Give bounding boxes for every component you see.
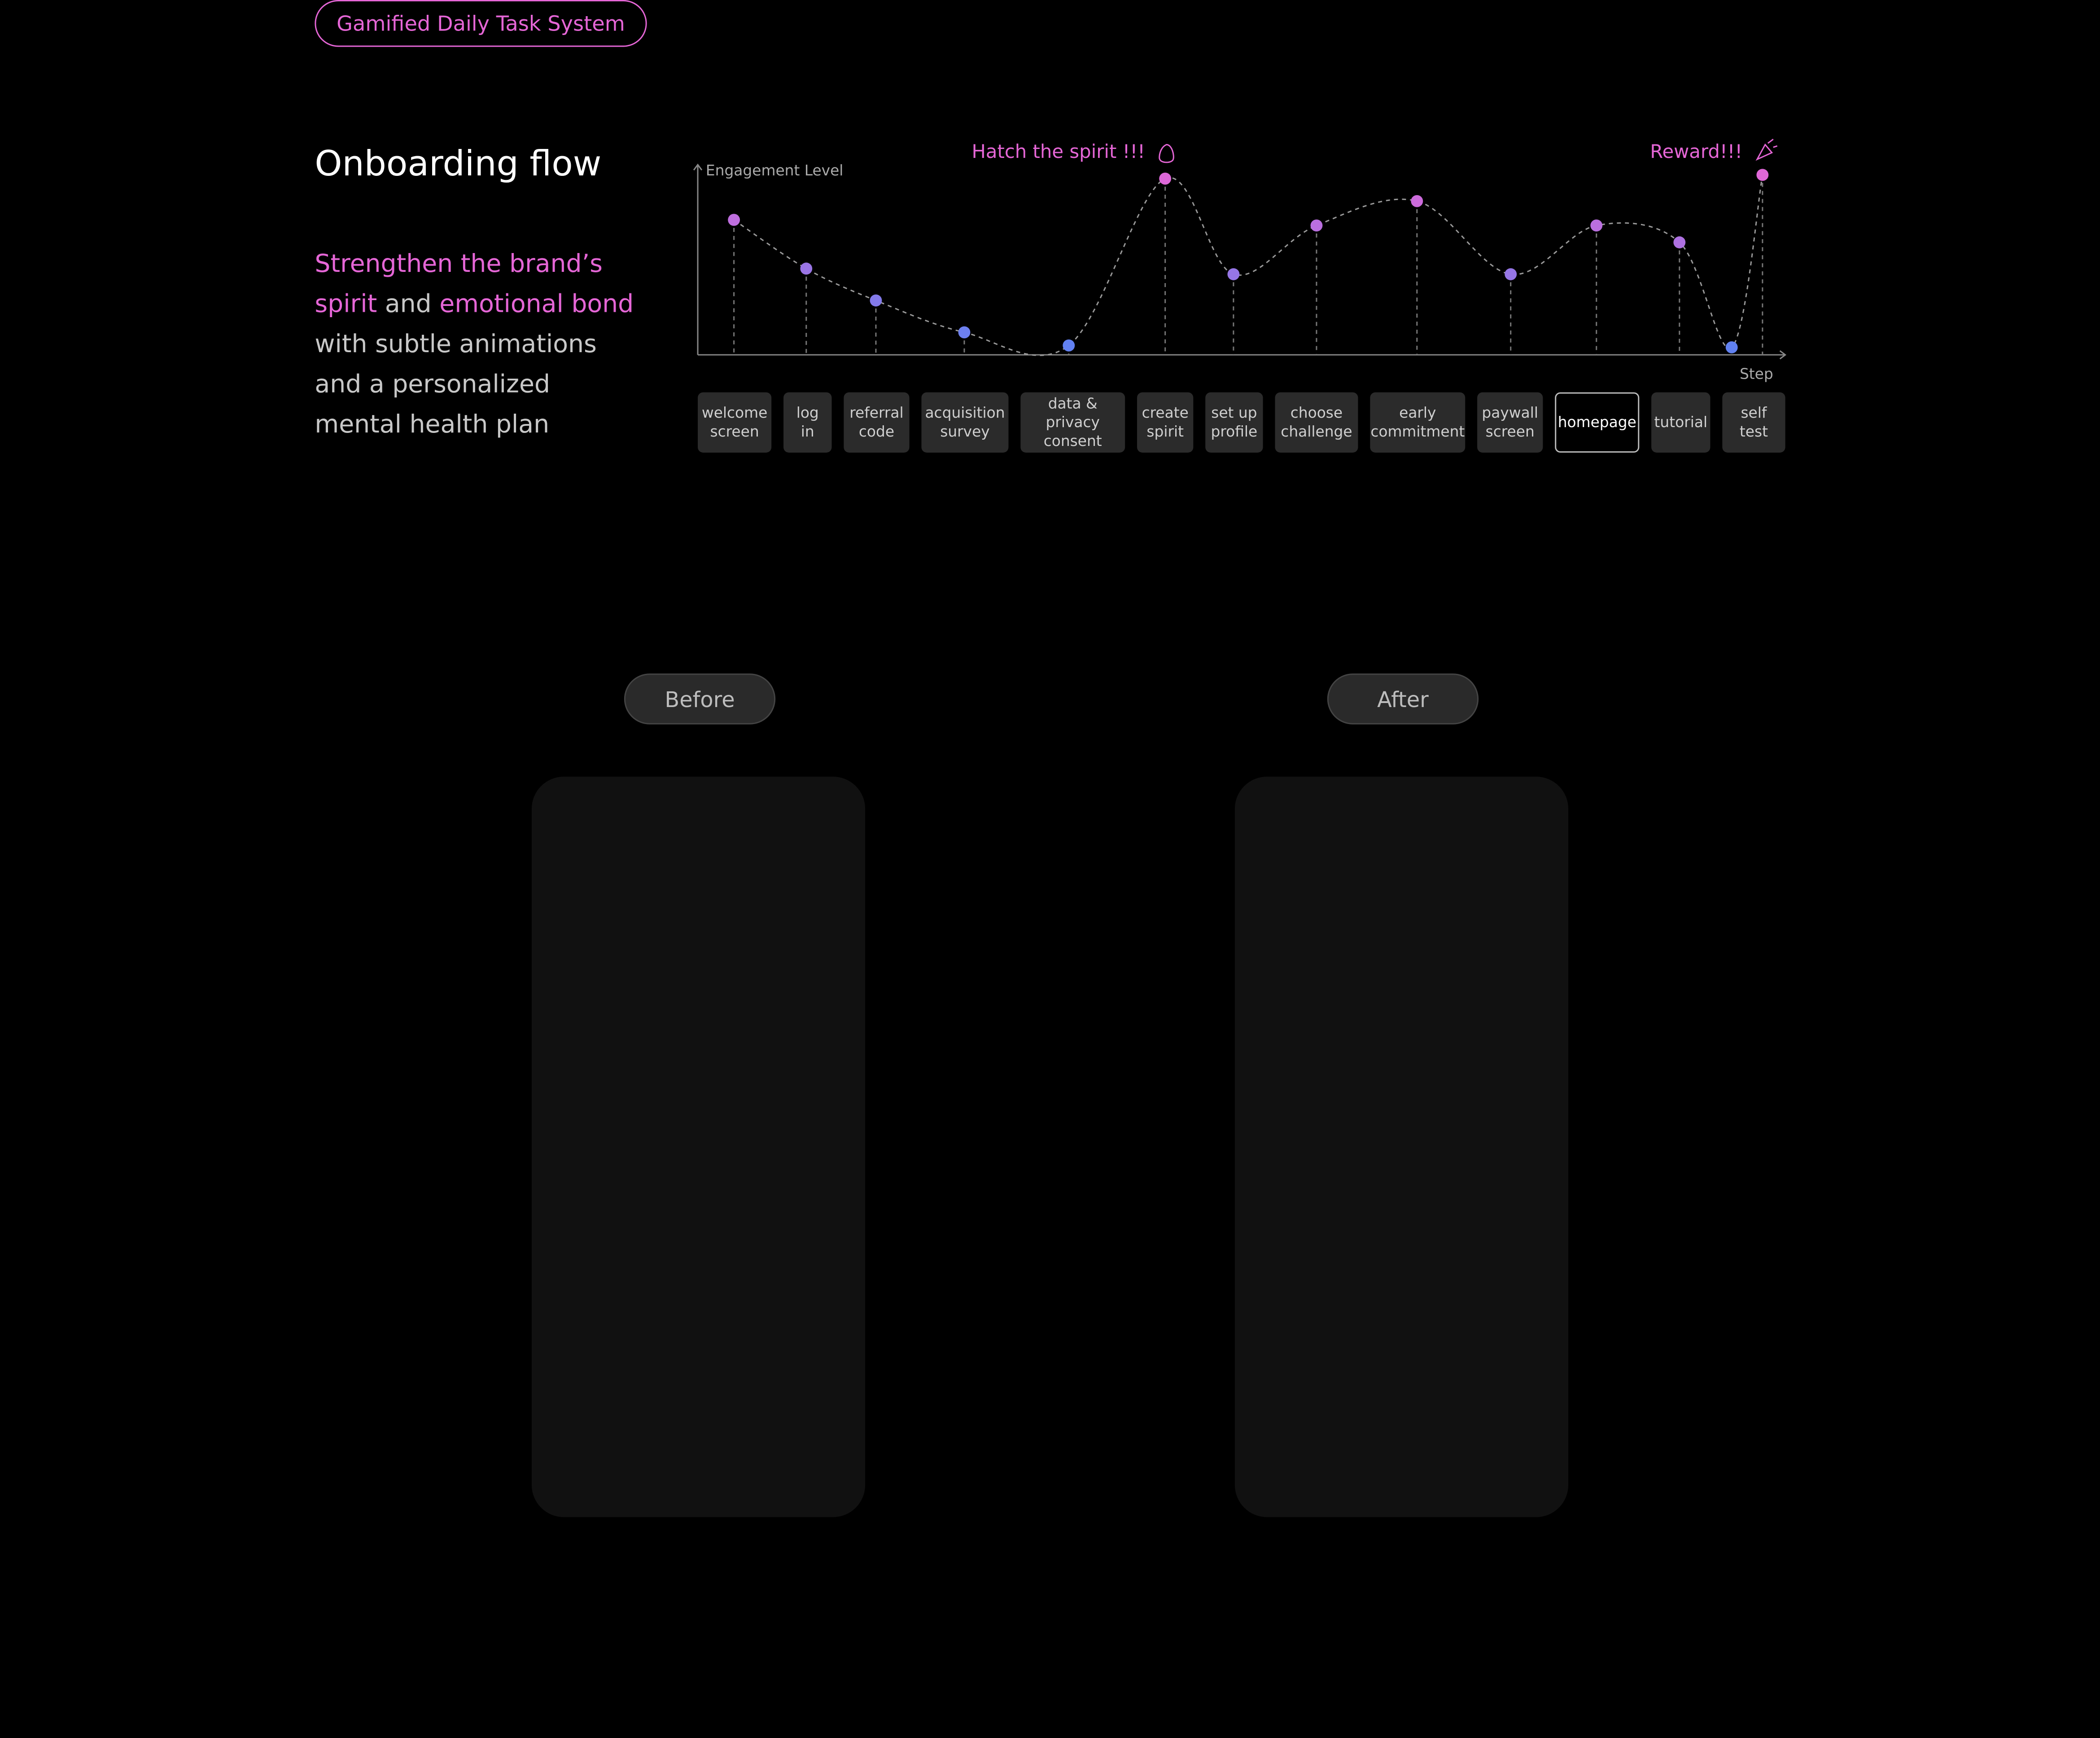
accent-text: Strengthen the brand’s spirit	[315, 250, 603, 319]
description: Strengthen the brand’s spirit and emotio…	[315, 245, 643, 446]
data-point	[1673, 236, 1686, 249]
step-chip: referral code	[844, 392, 910, 453]
body-text: and	[377, 290, 440, 319]
project-tag: Gamified Daily Task System	[315, 0, 647, 47]
step-chip: create spirit	[1137, 392, 1194, 453]
party-icon	[1755, 139, 1778, 161]
y-axis-label: Engagement Level	[706, 162, 843, 179]
data-point	[1159, 172, 1172, 185]
step-chip: paywall screen	[1477, 392, 1543, 453]
step-chip: homepage	[1555, 392, 1640, 453]
data-point	[1725, 341, 1738, 354]
step-chip: log in	[783, 392, 832, 453]
egg	[1159, 144, 1174, 163]
x-axis-label: Step	[1740, 366, 1773, 383]
data-point	[728, 214, 740, 226]
after-screen	[1234, 777, 1569, 1517]
body-text: with subtle animations and a personalize…	[315, 331, 597, 439]
x-arrow	[1779, 350, 1787, 360]
engagement-curve	[733, 175, 1763, 356]
step-chip: welcome screen	[698, 392, 772, 453]
annotation: Hatch the spirit !!!	[971, 140, 1145, 162]
step-chip: acquisition survey	[921, 392, 1009, 453]
data-point	[1310, 219, 1323, 232]
data-point	[1756, 169, 1769, 181]
before-screen	[531, 777, 866, 1517]
after-label: After	[1327, 673, 1479, 725]
step-chip: choose challenge	[1275, 392, 1358, 453]
before-label: Before	[624, 673, 776, 725]
data-point	[1227, 268, 1240, 280]
section-title: Onboarding flow	[315, 144, 602, 185]
data-point	[1505, 268, 1517, 280]
step-chip: self test	[1722, 392, 1785, 453]
data-point	[1590, 219, 1603, 232]
data-point	[958, 326, 971, 339]
step-chip: early commitment	[1370, 392, 1466, 453]
y-arrow	[693, 163, 703, 170]
data-point	[1411, 195, 1423, 207]
egg-icon	[1159, 144, 1174, 163]
axes	[693, 163, 1787, 360]
data-point	[800, 262, 813, 275]
annotation: Reward!!!	[1650, 140, 1742, 162]
step-chip: set up profile	[1205, 392, 1263, 453]
data-point	[1063, 339, 1075, 352]
step-chip: tutorial	[1651, 392, 1711, 453]
data-point	[870, 294, 882, 307]
popper	[1755, 139, 1778, 161]
accent-text: emotional bond	[439, 290, 634, 319]
step-chip: data & privacy consent	[1020, 392, 1125, 453]
